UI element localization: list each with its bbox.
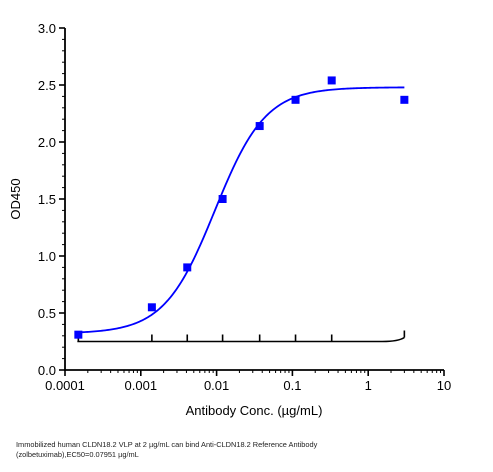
- y-tick-label: 2.0: [38, 135, 56, 150]
- y-ticks: 0.0 0.5 1.0 1.5 2.0 2.5 3.0: [38, 21, 65, 378]
- data-point: [255, 122, 264, 131]
- data-point: [327, 76, 336, 85]
- x-tick-label: 0.01: [204, 378, 229, 393]
- x-axis-label: Antibody Conc. (µg/mL): [186, 403, 323, 418]
- y-tick-label: 1.0: [38, 249, 56, 264]
- x-tick-label: 0.1: [283, 378, 301, 393]
- data-point: [74, 330, 83, 339]
- fit-curve: [76, 86, 405, 334]
- x-tick-label: 1: [365, 378, 372, 393]
- data-point: [218, 195, 227, 203]
- axes: 0.0 0.5 1.0 1.5 2.0 2.5 3.0 0.0001 0.001 0.01 0.1…: [38, 21, 451, 393]
- x-tick-label: 0.001: [125, 378, 158, 393]
- y-tick-label: 0.0: [38, 363, 56, 378]
- figure-caption: Immobilized human CLDN18.2 VLP at 2 µg/m…: [16, 440, 486, 460]
- x-tick-label: 10: [437, 378, 451, 393]
- caption-line-1: Immobilized human CLDN18.2 VLP at 2 µg/m…: [16, 440, 318, 449]
- data-point: [147, 303, 156, 312]
- y-tick-label: 2.5: [38, 78, 56, 93]
- y-tick-label: 1.5: [38, 192, 56, 207]
- y-tick-label: 0.5: [38, 306, 56, 321]
- data-point: [183, 263, 192, 272]
- x-ticks: 0.0001 0.001 0.01 0.1 1 10: [45, 370, 451, 393]
- y-axis-label: OD450: [8, 178, 23, 219]
- caption-line-2: (zolbetuximab),EC50=0.07951 µg/mL: [16, 450, 139, 459]
- data-point: [291, 95, 300, 104]
- plot-area: [74, 76, 409, 343]
- y-tick-label: 3.0: [38, 21, 56, 36]
- baseline: [77, 336, 405, 343]
- x-tick-label: 0.0001: [45, 378, 85, 393]
- data-point: [400, 95, 409, 104]
